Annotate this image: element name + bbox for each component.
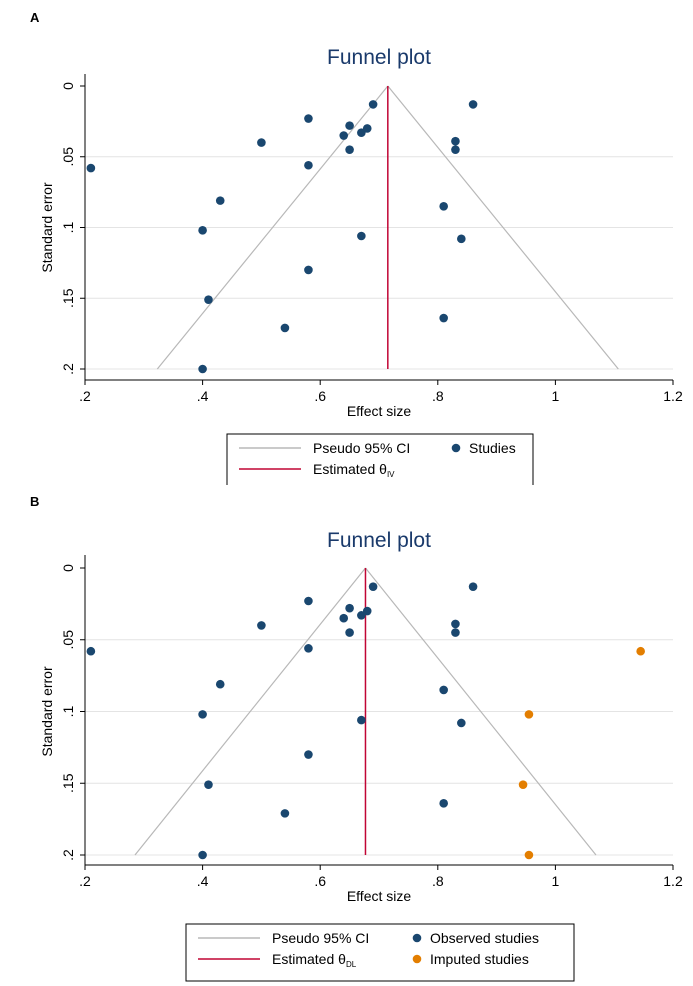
- y-tick-label: .05: [60, 147, 76, 167]
- legend-dot-swatch: [412, 954, 422, 964]
- study-point: [345, 628, 354, 637]
- x-tick-label: .2: [79, 873, 91, 889]
- study-point: [368, 582, 378, 591]
- ci-line-left: [156, 85, 389, 370]
- study-point: [304, 265, 313, 275]
- study-point: [345, 121, 354, 130]
- study-point: [357, 231, 366, 241]
- funnel-plot-a: Funnel plot 0 .05 .1 .15 .2 .2 .4 .6 .8 1 1.2 Effect…: [39, 46, 683, 485]
- study-point: [439, 685, 448, 695]
- study-point: [457, 234, 466, 244]
- study-point: [198, 850, 207, 860]
- y-tick-label: 0: [60, 82, 76, 90]
- study-point: [451, 145, 460, 154]
- y-tick-label: .2: [60, 363, 76, 375]
- study-point: [339, 613, 349, 623]
- x-tick-label: .6: [314, 388, 326, 404]
- x-tick-label: .4: [197, 388, 209, 404]
- legend: Pseudo 95% CI Studies Estimated θIV: [226, 433, 534, 485]
- legend-label: Pseudo 95% CI: [313, 440, 410, 456]
- study-point: [368, 100, 378, 109]
- imputed-study-point: [636, 646, 645, 656]
- study-point: [198, 364, 207, 374]
- legend-box: [226, 433, 534, 485]
- y-axis-label: Standard error: [39, 182, 55, 273]
- study-point: [457, 718, 466, 728]
- study-point: [468, 100, 478, 109]
- imputed-study-point: [518, 780, 528, 789]
- funnel-plot-b: Funnel plot 0 .05 .1 .15 .2.2 .4 .6 .8 1 1.2 Effect…: [39, 529, 683, 982]
- study-point: [204, 295, 213, 304]
- study-point: [280, 809, 290, 818]
- study-point: [451, 136, 460, 146]
- legend-label: Estimated θDL: [272, 951, 357, 969]
- legend-label: Imputed studies: [430, 951, 529, 967]
- y-tick-label: .15: [60, 773, 76, 793]
- study-point: [357, 611, 366, 620]
- legend: Pseudo 95% CI Observed studies Estimated θ…: [185, 923, 575, 982]
- panel-b-letter: B: [30, 494, 40, 509]
- y-tick-label: .15: [60, 288, 76, 308]
- chart-title: Funnel plot: [327, 46, 431, 69]
- study-point: [439, 201, 448, 211]
- x-tick-label: 1: [552, 388, 560, 404]
- study-point: [215, 196, 225, 205]
- study-point: [439, 799, 448, 808]
- study-point: [257, 138, 266, 147]
- x-axis-label: Effect size: [347, 403, 412, 419]
- study-point: [345, 145, 354, 154]
- study-point: [304, 160, 313, 170]
- study-point: [304, 596, 313, 606]
- study-point: [339, 131, 349, 140]
- y-tick-label: .2: [60, 849, 76, 861]
- ci-line-right: [387, 85, 619, 370]
- imputed-study-point: [524, 850, 534, 860]
- study-point: [86, 163, 96, 173]
- x-tick-label: .4: [197, 873, 209, 889]
- x-tick-label: 1: [552, 873, 560, 889]
- study-point: [451, 619, 460, 629]
- y-tick-label: 0: [60, 564, 76, 572]
- legend-label: Estimated θIV: [313, 461, 395, 479]
- study-point: [468, 582, 478, 591]
- study-point: [257, 621, 266, 630]
- legend-dot-swatch: [451, 443, 461, 453]
- x-tick-label: 1.2: [663, 873, 683, 889]
- study-point: [198, 226, 207, 235]
- study-point: [280, 323, 290, 333]
- ci-line-left: [134, 567, 366, 856]
- legend-dot-swatch: [412, 933, 422, 943]
- x-axis-label: Effect size: [347, 888, 412, 904]
- study-point: [451, 628, 460, 637]
- y-tick-label: .1: [60, 705, 76, 717]
- ci-line-right: [365, 567, 597, 856]
- chart-title: Funnel plot: [327, 529, 431, 552]
- x-tick-label: .8: [432, 388, 444, 404]
- x-tick-label: .6: [314, 873, 326, 889]
- study-point: [198, 710, 207, 719]
- imputed-study-point: [524, 710, 534, 719]
- study-point: [215, 679, 225, 689]
- study-point: [345, 603, 354, 613]
- study-point: [362, 606, 372, 616]
- study-point: [439, 313, 448, 323]
- panel-a-letter: A: [30, 10, 40, 25]
- study-point: [304, 750, 313, 759]
- legend-label: Studies: [469, 440, 516, 456]
- x-tick-label: .8: [432, 873, 444, 889]
- legend-label: Pseudo 95% CI: [272, 930, 369, 946]
- y-tick-label: .05: [60, 630, 76, 650]
- study-point: [357, 715, 366, 725]
- study-point: [304, 114, 313, 123]
- legend-label: Observed studies: [430, 930, 539, 946]
- study-point: [86, 646, 96, 656]
- y-tick-label: .1: [60, 221, 76, 233]
- y-axis-label: Standard error: [39, 666, 55, 757]
- x-tick-label: .2: [79, 388, 91, 404]
- legend-box: [185, 923, 575, 982]
- x-tick-label: 1.2: [663, 388, 683, 404]
- study-point: [362, 124, 372, 133]
- study-point: [304, 644, 313, 653]
- study-point: [204, 780, 213, 789]
